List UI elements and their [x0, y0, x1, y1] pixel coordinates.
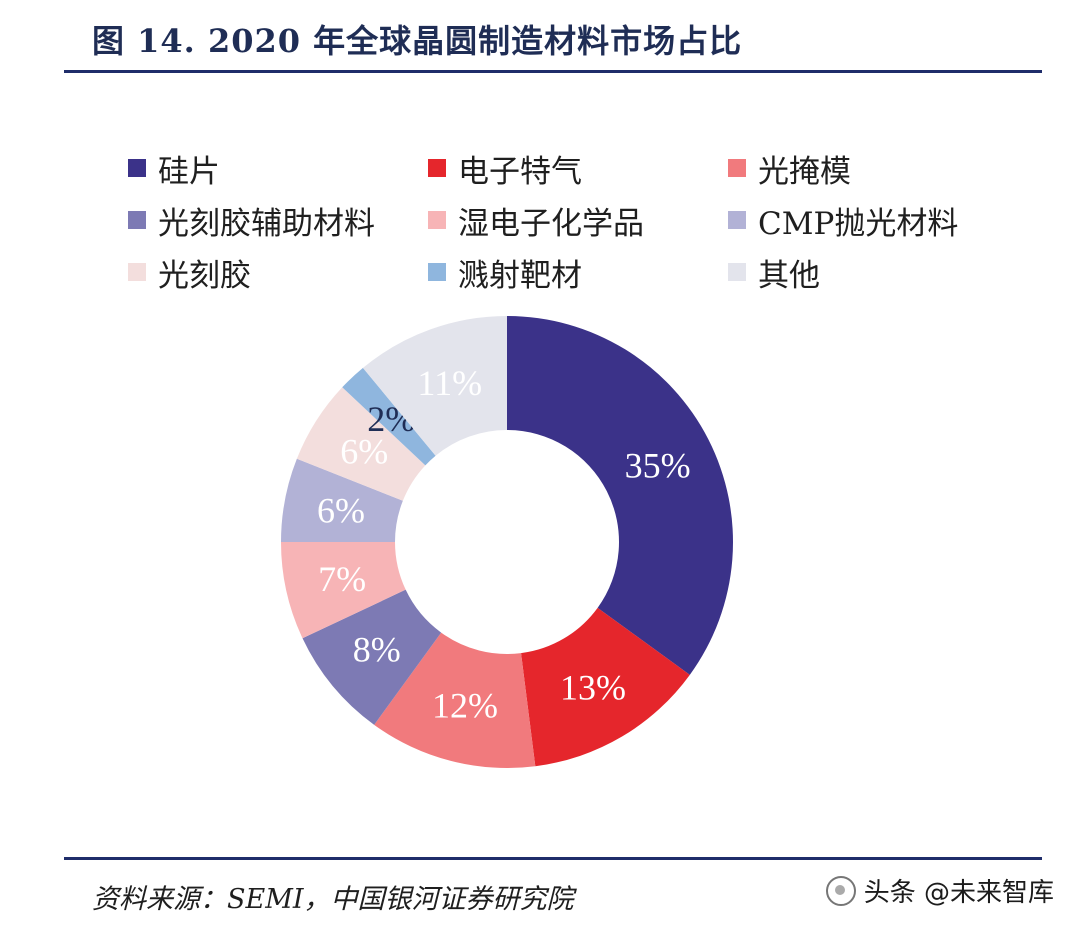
legend-swatch — [128, 159, 146, 177]
donut-slice-4 — [302, 589, 442, 725]
donut-label-4: 8% — [353, 630, 401, 670]
legend-item-photoresist: 光刻胶 — [128, 246, 428, 298]
donut-label-5: 7% — [318, 559, 366, 599]
donut-slice-1 — [507, 316, 734, 675]
donut-label-7: 6% — [340, 431, 388, 471]
top-divider — [64, 70, 1042, 73]
legend-swatch — [428, 263, 446, 281]
legend-swatch — [428, 211, 446, 229]
donut-label-1: 35% — [625, 445, 691, 485]
legend-label: 光刻胶 — [158, 257, 251, 294]
legend-swatch — [728, 211, 746, 229]
donut-slice-5 — [281, 542, 406, 639]
donut-slice-6 — [281, 458, 403, 542]
donut-label-2: 13% — [560, 667, 626, 707]
chart-title: 图 14. 2020 年全球晶圆制造材料市场占比 — [92, 22, 743, 60]
donut-label-3: 12% — [432, 686, 498, 726]
legend-swatch — [128, 211, 146, 229]
legend-label: 其他 — [758, 257, 820, 294]
legend-label: 湿电子化学品 — [458, 205, 644, 242]
legend-swatch — [128, 263, 146, 281]
donut-slice-7 — [296, 387, 426, 501]
donut-slice-9 — [362, 316, 507, 456]
legend-item-sputtering-target: 溅射靶材 — [428, 246, 728, 298]
bottom-divider — [64, 857, 1042, 860]
legend-label: 光刻胶辅助材料 — [158, 205, 375, 242]
donut-slice-3 — [374, 632, 536, 768]
legend-item-photomask: 光掩模 — [728, 142, 1028, 194]
donut-slice-2 — [521, 607, 690, 767]
legend-item-other: 其他 — [728, 246, 1028, 298]
watermark-text: 头条 @未来智库 — [863, 878, 1054, 908]
legend-item-photoresist-auxiliary: 光刻胶辅助材料 — [128, 194, 428, 246]
legend-swatch — [728, 263, 746, 281]
legend-item-silicon-wafer: 硅片 — [128, 142, 428, 194]
donut-slice-8 — [342, 367, 436, 466]
donut-label-9: 11% — [417, 363, 482, 403]
legend-label: 电子特气 — [458, 153, 582, 190]
donut-label-6: 6% — [317, 490, 365, 530]
legend-label: 光掩模 — [758, 153, 851, 190]
source-note: 资料来源：SEMI，中国银河证券研究院 — [92, 884, 574, 915]
watermark: 头条 @未来智库 — [825, 872, 1054, 909]
chart-legend: 硅片 电子特气 光掩模 光刻胶辅助材料 湿电子化学品 CMP抛光材料 光刻胶 溅… — [128, 142, 1028, 298]
legend-item-cmp-materials: CMP抛光材料 — [728, 194, 1028, 246]
legend-label: 溅射靶材 — [458, 257, 582, 294]
legend-label: CMP抛光材料 — [758, 205, 959, 242]
watermark-icon — [825, 875, 856, 906]
legend-swatch — [728, 159, 746, 177]
legend-item-wet-chemicals: 湿电子化学品 — [428, 194, 728, 246]
legend-label: 硅片 — [158, 153, 220, 190]
legend-item-electronic-gas: 电子特气 — [428, 142, 728, 194]
legend-swatch — [428, 159, 446, 177]
